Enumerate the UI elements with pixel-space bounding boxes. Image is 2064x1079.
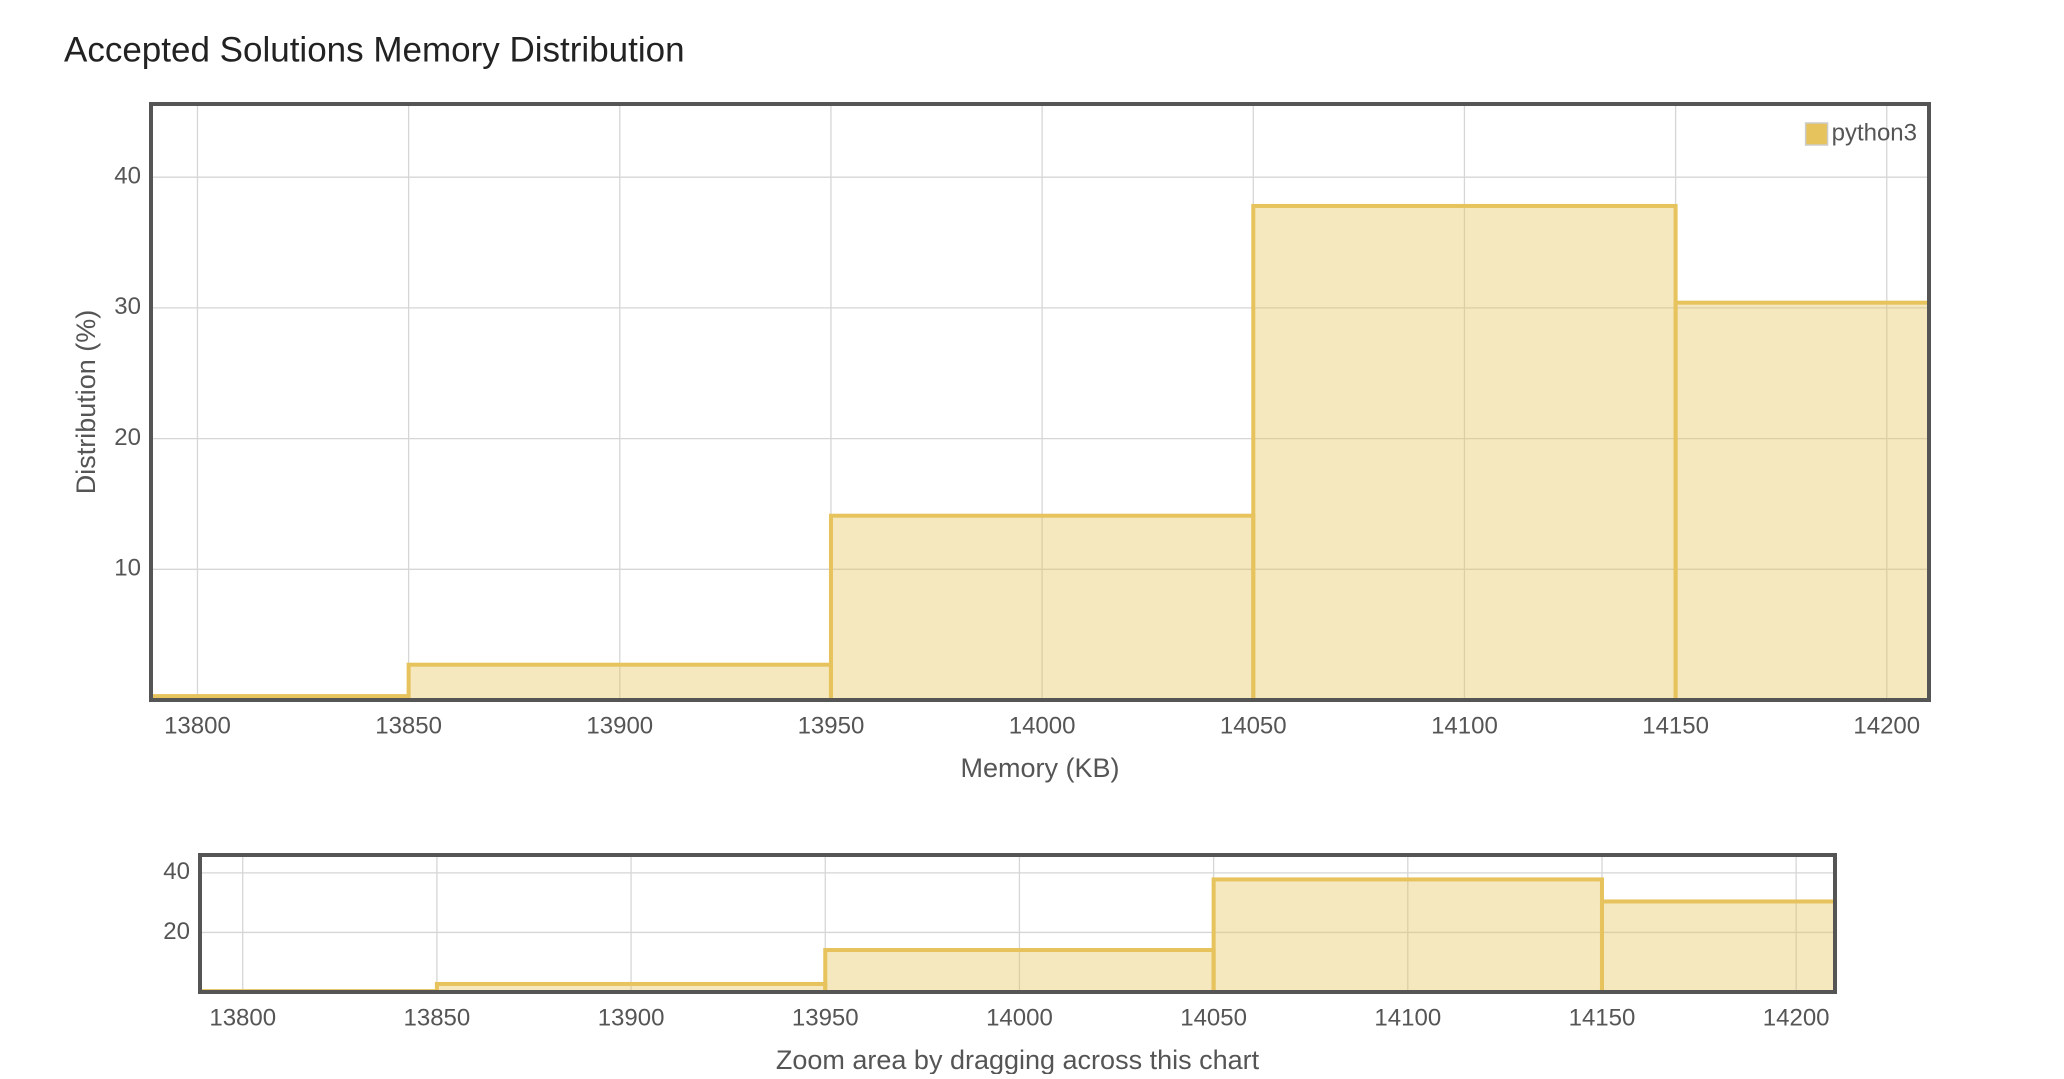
x-tick-label: 14150 <box>1569 1004 1636 1031</box>
bar <box>1673 300 1929 700</box>
x-tick-label: 13950 <box>792 1004 859 1031</box>
legend-swatch <box>1804 122 1829 146</box>
x-tick-label: 14100 <box>1431 712 1498 739</box>
chart-title: Accepted Solutions Memory Distribution <box>64 30 685 69</box>
x-tick-label: 13850 <box>404 1004 471 1031</box>
legend-label: python3 <box>1832 119 1917 146</box>
x-tick-label: 14050 <box>1220 712 1287 739</box>
x-tick-label: 14200 <box>1853 712 1920 739</box>
plot-area <box>149 102 1931 702</box>
bar <box>828 513 1256 700</box>
x-tick-label: 13900 <box>586 712 653 739</box>
y-tick-label: 40 <box>114 163 141 190</box>
x-axis-label: Zoom area by dragging across this chart <box>776 1045 1260 1074</box>
plot-area[interactable] <box>49 853 1991 994</box>
bars <box>151 203 1929 700</box>
x-tick-label: 14200 <box>1763 1004 1830 1031</box>
bar <box>1599 899 1835 992</box>
y-tick-label: 30 <box>114 293 141 320</box>
x-tick-label: 13950 <box>798 712 865 739</box>
bar <box>823 948 1216 992</box>
plot-frame <box>149 102 1931 702</box>
y-tick-label: 10 <box>114 555 141 582</box>
bar <box>1251 203 1678 700</box>
x-axis-label: Memory (KB) <box>960 753 1119 783</box>
x-tick-label: 13900 <box>598 1004 665 1031</box>
y-axis-label: Distribution (%) <box>71 310 101 495</box>
x-tick-label: 13850 <box>375 712 442 739</box>
bar <box>1211 877 1604 992</box>
plot-background <box>151 104 1929 700</box>
bar <box>406 662 833 700</box>
x-tick-label: 14000 <box>986 1004 1053 1031</box>
x-tick-label: 14150 <box>1642 712 1709 739</box>
x-tick-label: 13800 <box>209 1004 276 1031</box>
x-tick-label: 14100 <box>1374 1004 1441 1031</box>
plot-frame <box>198 853 1837 994</box>
y-tick-label: 40 <box>163 858 190 885</box>
y-tick-label: 20 <box>163 918 190 945</box>
x-tick-label: 13800 <box>164 712 231 739</box>
bars <box>200 877 1835 992</box>
x-tick-label: 14000 <box>1009 712 1076 739</box>
x-tick-label: 14050 <box>1180 1004 1247 1031</box>
y-tick-label: 20 <box>114 424 141 451</box>
